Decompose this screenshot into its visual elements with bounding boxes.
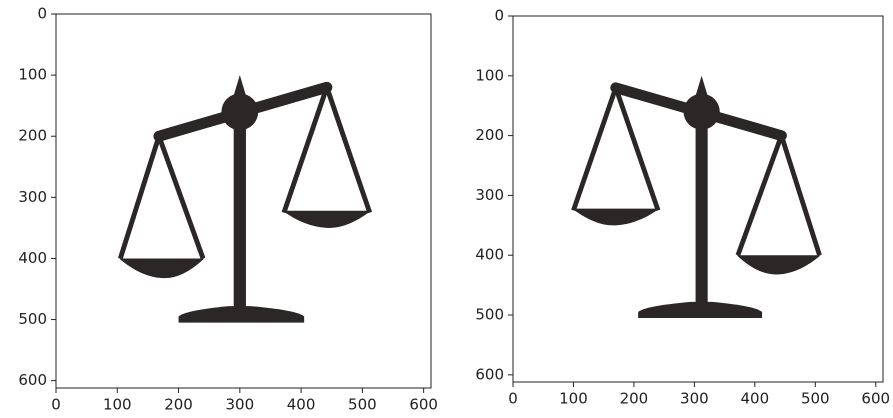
y-tick-label: 500 bbox=[475, 306, 504, 324]
x-tick-label: 0 bbox=[508, 390, 518, 408]
x-tick-label: 600 bbox=[861, 390, 890, 408]
y-tick-label: 600 bbox=[475, 365, 504, 383]
x-tick-label: 200 bbox=[164, 396, 193, 414]
y-tick-label: 200 bbox=[18, 127, 47, 145]
x-tick-label: 300 bbox=[680, 390, 709, 408]
y-tick-label: 100 bbox=[475, 66, 504, 84]
y-tick-label: 600 bbox=[18, 371, 47, 389]
x-tick-label: 600 bbox=[409, 396, 438, 414]
y-tick-label: 100 bbox=[18, 66, 47, 84]
x-tick-label: 100 bbox=[103, 396, 132, 414]
y-tick-label: 400 bbox=[18, 249, 47, 267]
y-tick-label: 0 bbox=[494, 7, 504, 25]
x-tick-label: 0 bbox=[51, 396, 61, 414]
x-tick-label: 400 bbox=[741, 390, 770, 408]
axes-frame bbox=[55, 13, 432, 389]
x-tick-label: 300 bbox=[226, 396, 255, 414]
x-tick-label: 100 bbox=[559, 390, 588, 408]
y-tick-label: 0 bbox=[37, 5, 47, 23]
x-tick-label: 500 bbox=[348, 396, 377, 414]
y-tick-label: 300 bbox=[18, 188, 47, 206]
x-tick-label: 200 bbox=[620, 390, 649, 408]
y-tick-label: 500 bbox=[18, 310, 47, 328]
x-tick-label: 500 bbox=[801, 390, 830, 408]
y-tick-label: 400 bbox=[475, 246, 504, 264]
axes-frame bbox=[512, 15, 884, 383]
y-tick-label: 200 bbox=[475, 126, 504, 144]
y-tick-label: 300 bbox=[475, 186, 504, 204]
x-tick-label: 400 bbox=[287, 396, 316, 414]
